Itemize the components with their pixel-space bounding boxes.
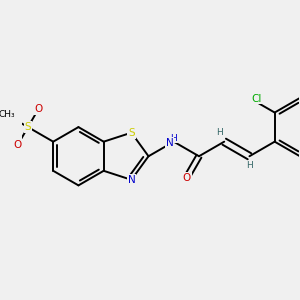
Text: H: H — [216, 128, 223, 137]
Text: Cl: Cl — [251, 94, 262, 104]
Text: O: O — [14, 140, 22, 150]
Text: N: N — [166, 138, 173, 148]
Text: H: H — [246, 161, 253, 170]
Text: O: O — [34, 104, 43, 114]
Text: CH₃: CH₃ — [0, 110, 15, 119]
Text: H: H — [170, 134, 177, 143]
Text: N: N — [128, 175, 135, 185]
Text: O: O — [182, 173, 191, 183]
Text: S: S — [25, 122, 31, 132]
Text: S: S — [128, 128, 135, 138]
